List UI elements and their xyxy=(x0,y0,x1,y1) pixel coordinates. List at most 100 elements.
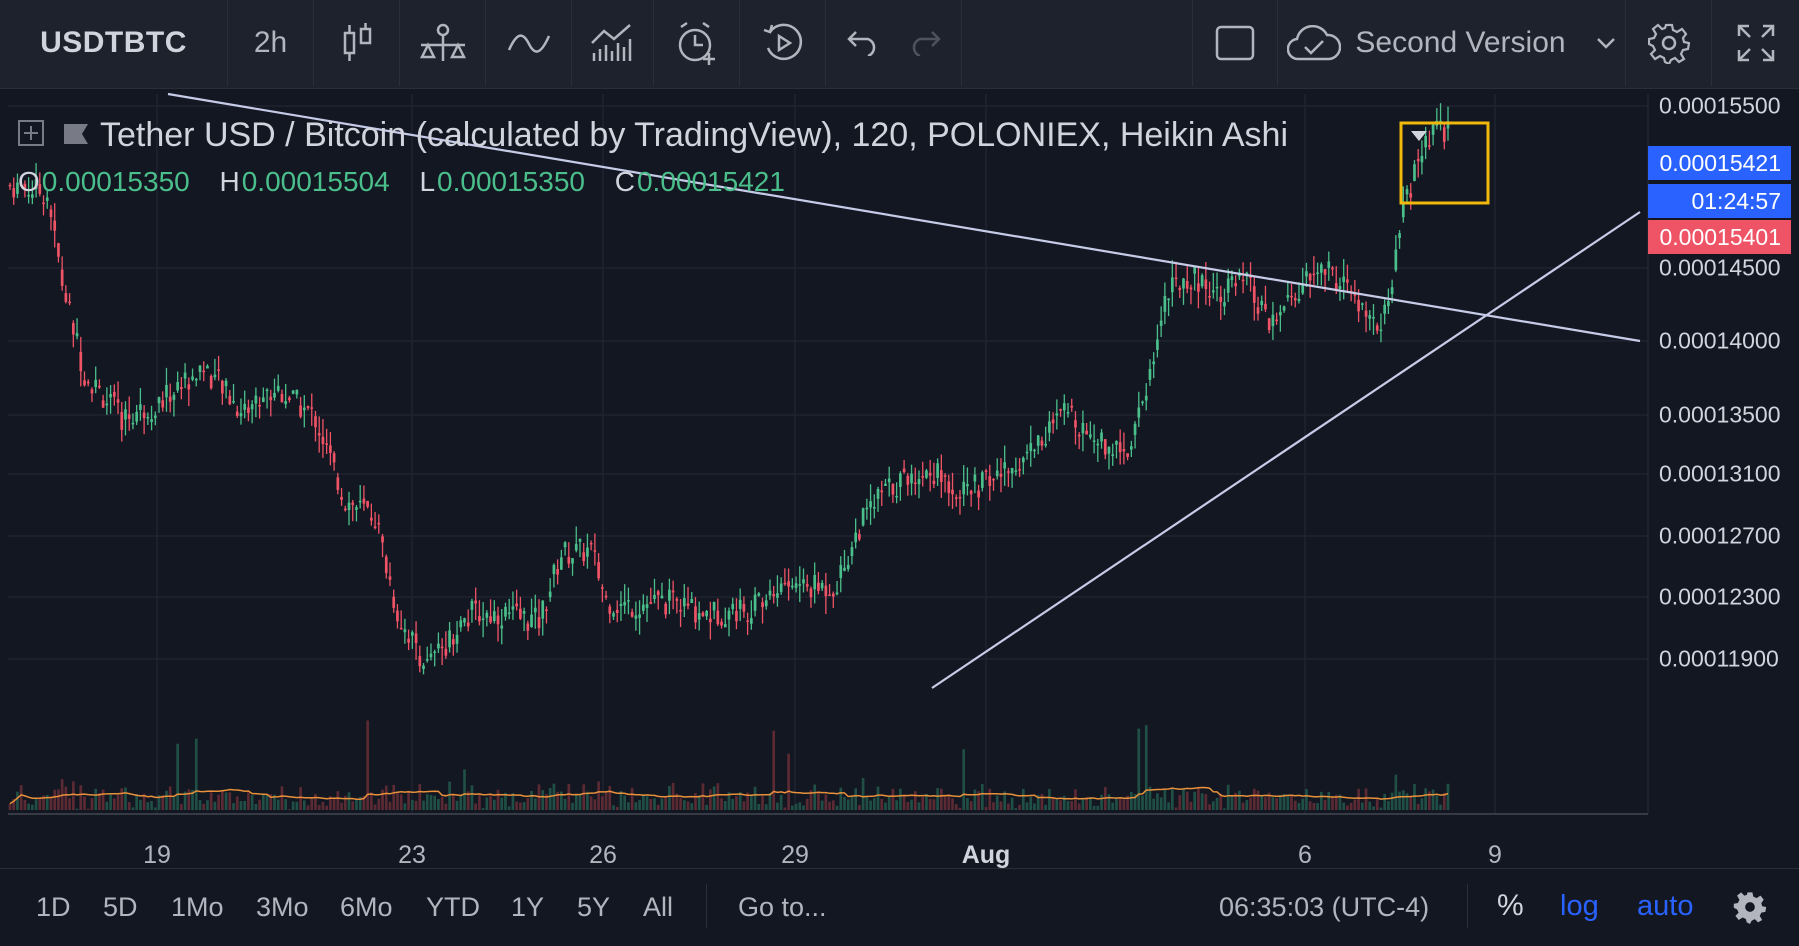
candle-body xyxy=(388,576,392,580)
candle-body xyxy=(265,389,269,392)
candle-body xyxy=(604,595,608,598)
layout-save-button[interactable]: Second Version xyxy=(1278,0,1626,86)
range-ytd-button[interactable]: YTD xyxy=(426,892,480,922)
symbol-search-button[interactable]: USDTBTC xyxy=(0,0,228,86)
candle-body xyxy=(623,601,627,606)
volume-bar xyxy=(1025,802,1029,810)
volume-bar xyxy=(1230,795,1234,810)
volume-bar xyxy=(250,795,254,810)
candle-body xyxy=(1066,412,1070,414)
volume-bar xyxy=(943,794,947,810)
interval-button[interactable]: 2h xyxy=(228,0,314,86)
candle-body xyxy=(515,603,518,607)
volume-bar xyxy=(1316,803,1319,810)
undo-button[interactable] xyxy=(846,30,880,56)
compare-button[interactable] xyxy=(400,0,486,86)
candle-body xyxy=(533,607,537,613)
candle-body xyxy=(1021,457,1025,463)
candle-body xyxy=(1167,298,1170,301)
candle-body xyxy=(1055,413,1059,416)
volume-bar xyxy=(478,794,481,810)
volume-bar xyxy=(969,801,973,810)
range-1mo-button[interactable]: 1Mo xyxy=(171,892,224,922)
candle-body xyxy=(794,583,798,588)
indicators-button[interactable] xyxy=(486,0,572,86)
range-3mo-button[interactable]: 3Mo xyxy=(256,892,309,922)
candle-body xyxy=(887,478,891,483)
time-axis[interactable] xyxy=(8,814,1648,868)
volume-bar xyxy=(992,802,995,810)
flag-icon[interactable] xyxy=(62,122,90,146)
close-value: 0.00015421 xyxy=(636,166,785,197)
candle-body xyxy=(742,603,746,612)
redo-button[interactable] xyxy=(908,30,942,56)
candle-body xyxy=(1133,423,1137,435)
volume-bar xyxy=(165,790,168,810)
range-all-button[interactable]: All xyxy=(643,892,674,922)
price-chart[interactable] xyxy=(0,0,1799,868)
range-1d-button[interactable]: 1D xyxy=(36,892,71,922)
legend-dropdown-icon[interactable] xyxy=(1410,130,1428,142)
percent-toggle[interactable]: % xyxy=(1497,889,1524,922)
candle-body xyxy=(217,369,220,371)
candle-body xyxy=(1331,267,1334,270)
auto-toggle[interactable]: auto xyxy=(1637,890,1694,922)
candle-body xyxy=(1226,278,1230,293)
volume-bar xyxy=(317,804,321,810)
candle-body xyxy=(1130,446,1133,450)
candle-body xyxy=(258,405,261,407)
volume-bar xyxy=(1208,804,1211,810)
volume-bar xyxy=(623,795,627,810)
candle-body xyxy=(1409,193,1413,198)
volume-bar xyxy=(116,794,120,810)
bar-style-button[interactable] xyxy=(314,0,400,86)
candle-body xyxy=(127,414,131,419)
candle-body xyxy=(1197,283,1200,292)
volume-bar xyxy=(49,796,53,810)
volume-bar xyxy=(589,796,593,810)
candle-body xyxy=(586,547,589,557)
candle-body xyxy=(910,473,913,484)
volume-bar xyxy=(1092,805,1096,810)
candle-body xyxy=(738,599,742,609)
replay-button[interactable] xyxy=(740,0,826,86)
volume-bar xyxy=(1066,800,1070,810)
clock-readout[interactable]: 06:35:03 (UTC-4) xyxy=(1219,892,1430,922)
candle-body xyxy=(526,623,530,631)
volume-bar xyxy=(1010,797,1014,810)
legend-toggle[interactable] xyxy=(18,120,44,146)
volume-bar xyxy=(664,797,668,810)
fullscreen-box-button[interactable] xyxy=(1192,0,1278,86)
volume-bar xyxy=(750,795,753,810)
volume-bar xyxy=(396,792,399,810)
candle-body xyxy=(1007,471,1010,473)
range-6mo-button[interactable]: 6Mo xyxy=(340,892,393,922)
candle-body xyxy=(1178,287,1182,291)
goto-button[interactable]: Go to... xyxy=(738,892,827,922)
candle-body xyxy=(835,592,839,595)
bottom-divider xyxy=(706,884,707,928)
expand-button[interactable] xyxy=(1712,0,1799,86)
volume-bar xyxy=(1118,798,1122,810)
range-5y-button[interactable]: 5Y xyxy=(577,892,611,922)
alert-button[interactable] xyxy=(654,0,740,86)
volume-bar xyxy=(854,788,858,810)
volume-bar xyxy=(1442,793,1446,810)
candle-body xyxy=(858,533,861,540)
settings-button[interactable] xyxy=(1626,0,1712,86)
volume-bar xyxy=(1096,805,1100,810)
candle-body xyxy=(891,483,895,495)
templates-button[interactable] xyxy=(572,0,654,86)
candle-body xyxy=(429,653,433,658)
axis-settings-gear-icon[interactable] xyxy=(1733,890,1767,924)
volume-bar xyxy=(899,788,902,810)
volume-bar xyxy=(802,805,805,810)
range-1y-button[interactable]: 1Y xyxy=(511,892,545,922)
candle-body xyxy=(656,591,660,596)
log-toggle[interactable]: log xyxy=(1560,890,1599,922)
range-5d-button[interactable]: 5D xyxy=(103,892,138,922)
candle-body xyxy=(332,453,336,463)
volume-bar xyxy=(429,795,433,810)
candle-body xyxy=(798,584,802,586)
candle-body xyxy=(943,475,947,477)
